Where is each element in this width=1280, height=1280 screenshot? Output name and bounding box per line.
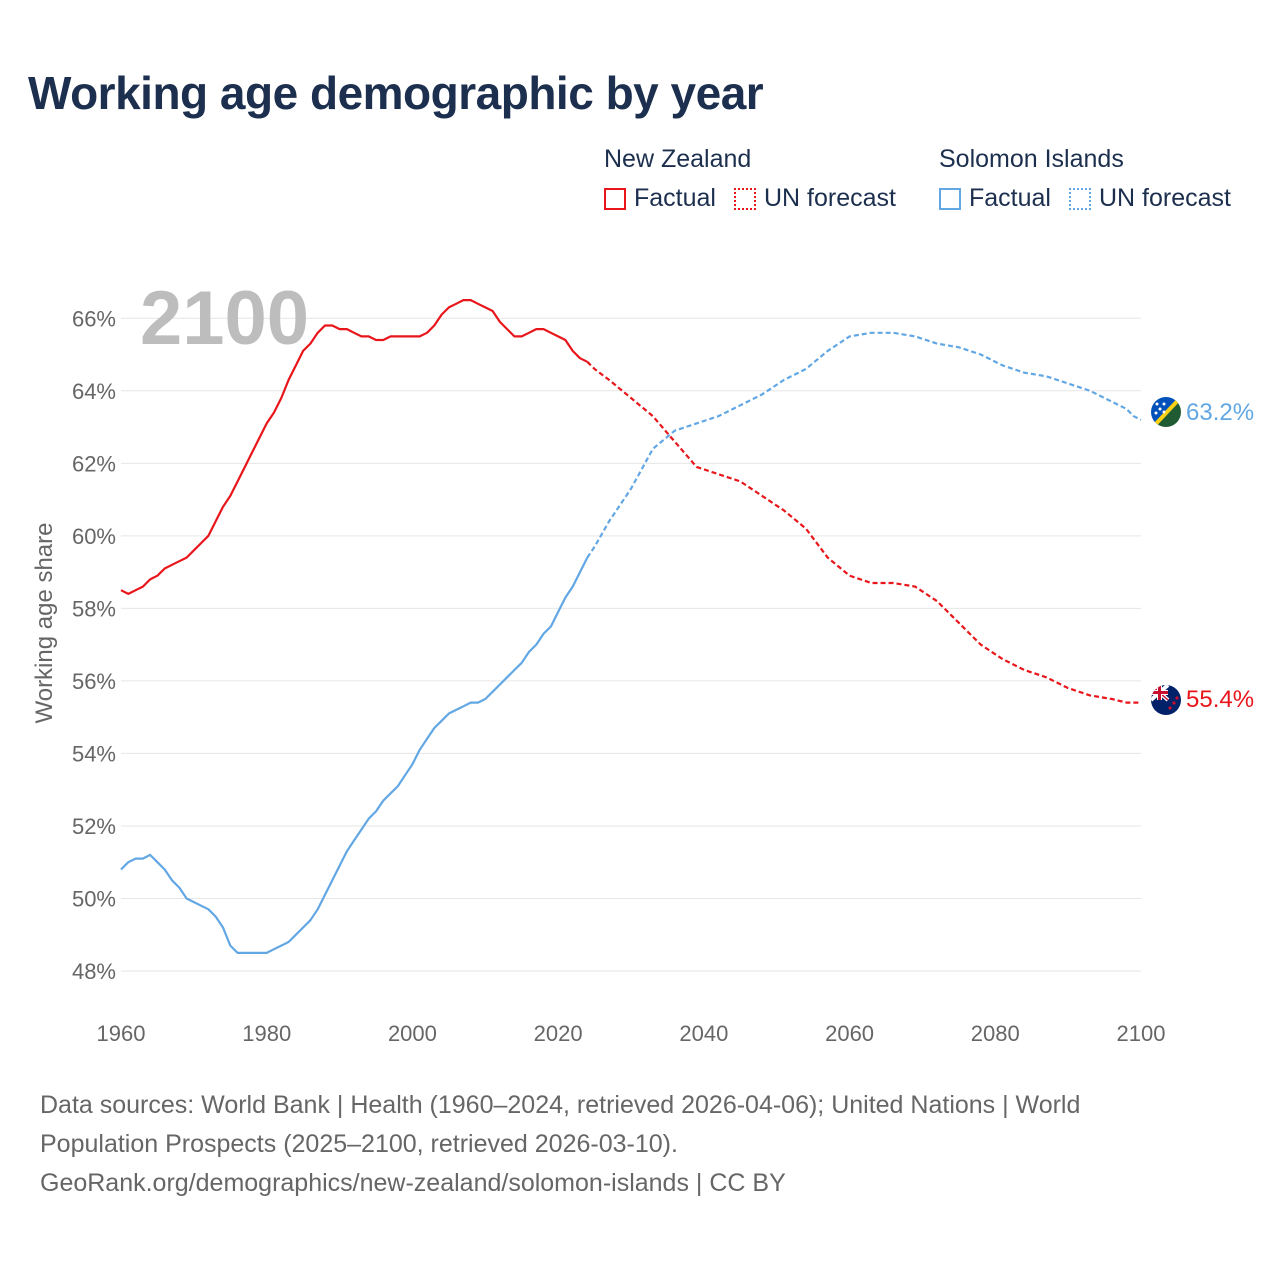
legend-swatch-dotted: [1068, 187, 1091, 210]
legend-entry-nz-forecast[interactable]: UN forecast: [733, 184, 896, 213]
x-tick-label: 2060: [825, 1021, 874, 1046]
y-tick-label: 48%: [72, 959, 116, 984]
y-axis-label: Working age share: [31, 523, 58, 724]
legend-entry-sb-factual[interactable]: Factual: [939, 184, 1051, 213]
x-tick-label: 2040: [679, 1021, 728, 1046]
legend-label: Factual: [969, 184, 1051, 212]
x-tick-label: 1960: [97, 1021, 146, 1046]
x-tick-label: 2000: [388, 1021, 437, 1046]
y-axis: 48% 50% 52% 54% 56% 58% 60% 62% 64% 66%: [72, 306, 116, 984]
y-tick-label: 64%: [72, 379, 116, 404]
legend-group-title: Solomon Islands: [939, 145, 1124, 173]
solomon-islands-flag-icon: [1151, 397, 1181, 427]
line-chart: 48% 50% 52% 54% 56% 58% 60% 62% 64% 66% 1960 1980 2…: [31, 276, 1254, 1046]
footer-line: GeoRank.org/demographics/new-zealand/sol…: [40, 1169, 786, 1197]
x-axis: 1960 1980 2000 2020 2040 2060 2080 2100: [97, 1021, 1166, 1046]
new-zealand-flag-icon: [1151, 685, 1181, 715]
x-tick-label: 2100: [1117, 1021, 1166, 1046]
series-line-factual: [120, 557, 589, 954]
x-tick-label: 2080: [971, 1021, 1020, 1046]
legend-swatch-solid: [939, 187, 961, 210]
legend-entry-nz-factual[interactable]: Factual: [604, 184, 716, 213]
x-tick-label: 1980: [242, 1021, 291, 1046]
y-tick-label: 56%: [72, 669, 116, 694]
legend-group-title: New Zealand: [604, 145, 752, 173]
y-tick-label: 62%: [72, 451, 116, 476]
x-tick-label: 2020: [534, 1021, 583, 1046]
legend-label: Factual: [634, 184, 716, 212]
legend-swatch-dotted: [733, 187, 756, 210]
chart-title: Working age demographic by year: [28, 67, 764, 119]
footer-sources: Data sources: World Bank | Health (1960–…: [40, 1086, 1240, 1203]
legend-solomon-islands: Solomon Islands Factual UN forecast: [939, 142, 1231, 213]
y-tick-label: 50%: [72, 886, 116, 911]
y-tick-label: 66%: [72, 306, 116, 331]
series-line-factual: [120, 299, 588, 595]
y-tick-label: 60%: [72, 524, 116, 549]
year-watermark: 2100: [140, 276, 309, 361]
series-line-forecast: [586, 361, 1141, 704]
y-tick-label: 54%: [72, 741, 116, 766]
y-tick-label: 52%: [72, 814, 116, 839]
legend-label: UN forecast: [1098, 184, 1231, 212]
legend-entry-sb-forecast[interactable]: UN forecast: [1068, 184, 1231, 213]
series-lines: [120, 299, 1142, 954]
y-tick-label: 58%: [72, 596, 116, 621]
legend-label: UN forecast: [763, 184, 896, 212]
footer-line: Population Prospects (2025–2100, retriev…: [40, 1130, 678, 1158]
footer-line: Data sources: World Bank | Health (1960–…: [40, 1091, 1081, 1119]
end-label-solomon-islands: 63.2%: [1186, 399, 1254, 426]
legend-new-zealand: New Zealand Factual UN forecast: [604, 142, 914, 213]
series-line-forecast: [586, 331, 1142, 559]
gridlines: [121, 317, 1141, 972]
legend-swatch-solid: [604, 187, 626, 210]
end-label-new-zealand: 55.4%: [1186, 686, 1254, 713]
